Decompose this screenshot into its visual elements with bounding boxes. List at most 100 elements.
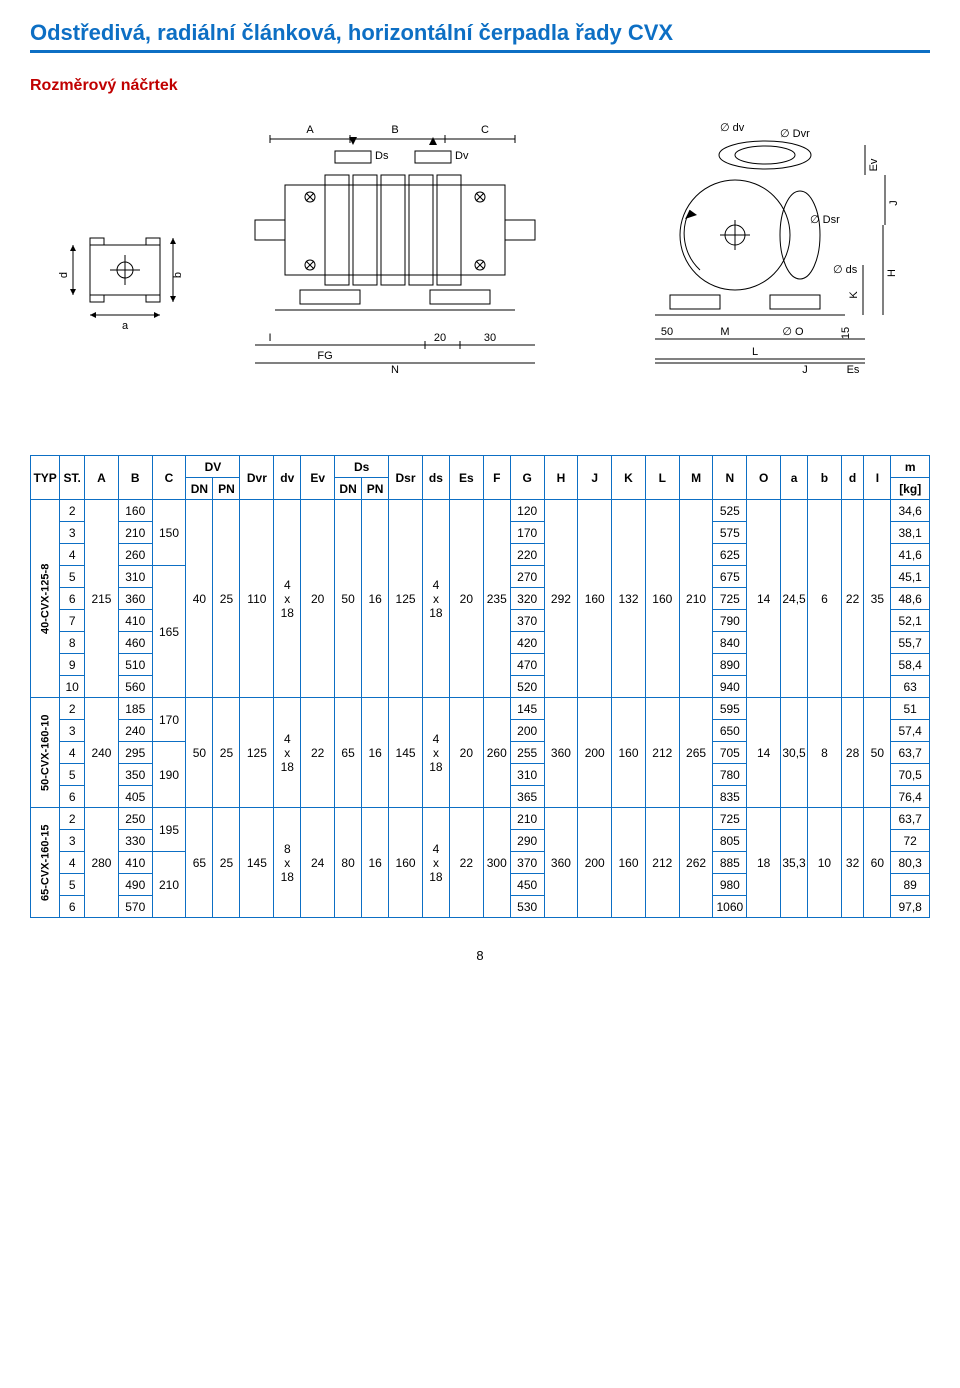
- table-cell: 80: [335, 808, 362, 918]
- table-cell: 2: [60, 808, 85, 830]
- table-cell: 4: [60, 544, 85, 566]
- table-cell: 14: [747, 500, 781, 698]
- table-cell: 76,4: [891, 786, 930, 808]
- col-header: M: [679, 456, 713, 500]
- table-cell: 805: [713, 830, 747, 852]
- table-cell: 310: [118, 566, 152, 588]
- table-cell: 160: [389, 808, 423, 918]
- table-cell: 460: [118, 632, 152, 654]
- col-header: F: [483, 456, 510, 500]
- table-cell: 6: [60, 786, 85, 808]
- table-cell: 650: [713, 720, 747, 742]
- label-B: B: [391, 124, 398, 136]
- col-header: K: [612, 456, 646, 500]
- table-cell: 24: [301, 808, 335, 918]
- table-cell: 22: [841, 500, 864, 698]
- table-cell: 625: [713, 544, 747, 566]
- table-cell: 89: [891, 874, 930, 896]
- col-header: B: [118, 456, 152, 500]
- table-cell: 132: [612, 500, 646, 698]
- table-cell: 125: [389, 500, 423, 698]
- table-cell: 210: [510, 808, 544, 830]
- table-cell: 65: [186, 808, 213, 918]
- label-A: A: [306, 124, 314, 136]
- dimension-table-container: TYPST.ABCDVDvrdvEvDsDsrdsEsFGHJKLMNOabdI…: [30, 455, 930, 918]
- label-C: C: [481, 124, 489, 136]
- table-cell: 58,4: [891, 654, 930, 676]
- table-cell: 280: [85, 808, 119, 918]
- table-cell: 34,6: [891, 500, 930, 522]
- col-header: [kg]: [891, 478, 930, 500]
- table-cell: 32: [841, 808, 864, 918]
- table-cell: 290: [510, 830, 544, 852]
- type-label: 50-CVX-160-10: [31, 698, 60, 808]
- diagram-left: d b a: [55, 115, 185, 415]
- label-15: 15: [840, 327, 852, 339]
- table-cell: 22: [301, 698, 335, 808]
- col-header: a: [781, 456, 808, 500]
- col-header: ds: [422, 456, 449, 500]
- col-header: m: [891, 456, 930, 478]
- table-cell: 250: [118, 808, 152, 830]
- table-cell: 212: [645, 698, 679, 808]
- table-cell: 38,1: [891, 522, 930, 544]
- col-header: C: [152, 456, 186, 500]
- table-cell: 300: [483, 808, 510, 918]
- table-cell: 220: [510, 544, 544, 566]
- table-cell: 110: [240, 500, 274, 698]
- col-header: PN: [213, 478, 240, 500]
- label-Ds: Ds: [375, 150, 389, 162]
- col-header: N: [713, 456, 747, 500]
- table-cell: 520: [510, 676, 544, 698]
- table-cell: 295: [118, 742, 152, 764]
- col-header: PN: [362, 478, 389, 500]
- table-cell: 262: [679, 808, 713, 918]
- table-cell: 10: [60, 676, 85, 698]
- table-cell: 6: [60, 588, 85, 610]
- table-cell: 292: [544, 500, 578, 698]
- table-cell: 145: [389, 698, 423, 808]
- table-cell: 160: [612, 808, 646, 918]
- table-cell: 210: [118, 522, 152, 544]
- table-cell: 200: [578, 698, 612, 808]
- col-header: DN: [186, 478, 213, 500]
- table-cell: 60: [864, 808, 891, 918]
- table-cell: 20: [449, 698, 483, 808]
- table-cell: 10: [808, 808, 842, 918]
- table-cell: 160: [612, 698, 646, 808]
- table-cell: 4: [60, 742, 85, 764]
- table-cell: 5: [60, 566, 85, 588]
- table-cell: 835: [713, 786, 747, 808]
- table-cell: 8: [60, 632, 85, 654]
- table-cell: 215: [85, 500, 119, 698]
- table-cell: 360: [544, 698, 578, 808]
- page-subtitle: Rozměrový náčrtek: [30, 77, 930, 95]
- table-cell: 70,5: [891, 764, 930, 786]
- table-cell: 63,7: [891, 808, 930, 830]
- table-cell: 16: [362, 808, 389, 918]
- table-cell: 35: [864, 500, 891, 698]
- table-cell: 675: [713, 566, 747, 588]
- table-cell: 5: [60, 764, 85, 786]
- table-cell: 160: [578, 500, 612, 698]
- table-cell: 3: [60, 830, 85, 852]
- table-cell: 210: [152, 852, 186, 918]
- col-header: I: [864, 456, 891, 500]
- label-FG: FG: [317, 350, 332, 362]
- table-cell: 145: [240, 808, 274, 918]
- table-cell: 410: [118, 852, 152, 874]
- table-cell: 350: [118, 764, 152, 786]
- col-header: Es: [449, 456, 483, 500]
- label-Dv: Dv: [455, 150, 469, 162]
- col-header: Dsr: [389, 456, 423, 500]
- label-M: M: [720, 326, 729, 338]
- table-cell: 265: [679, 698, 713, 808]
- table-cell: 6: [60, 896, 85, 918]
- table-cell: 51: [891, 698, 930, 720]
- label-dv: ∅ dv: [720, 122, 745, 134]
- table-cell: 575: [713, 522, 747, 544]
- table-row: 40-CVX-125-8221516015040251104x182050161…: [31, 500, 930, 522]
- table-cell: 790: [713, 610, 747, 632]
- table-cell: 48,6: [891, 588, 930, 610]
- label-zero: ∅ O: [782, 326, 804, 338]
